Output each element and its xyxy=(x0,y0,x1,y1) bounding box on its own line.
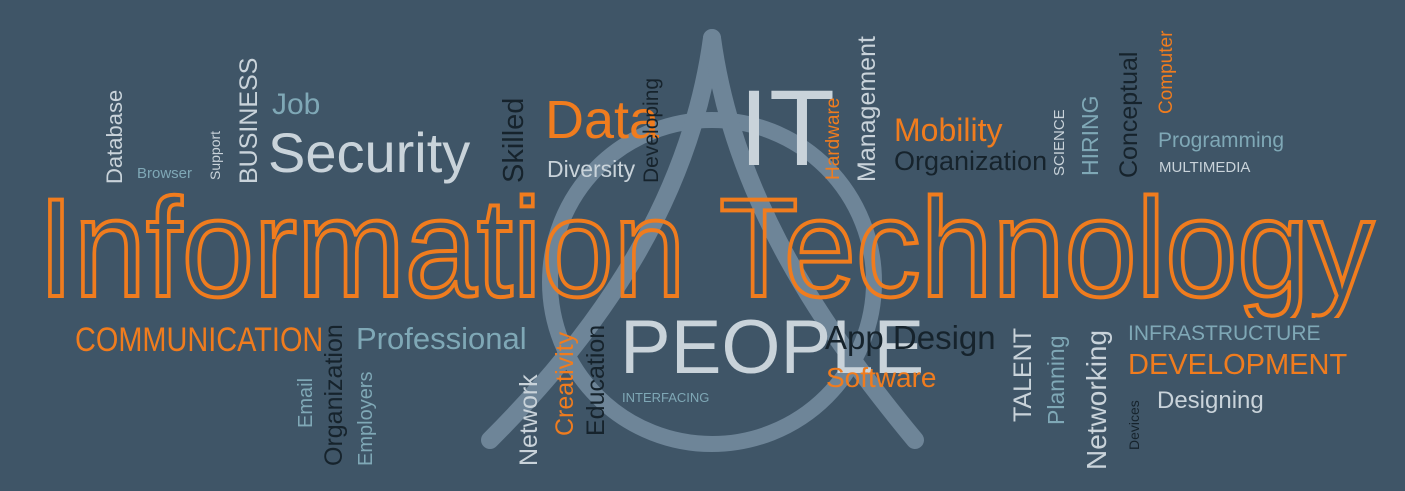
banner-title: Information Technology xyxy=(38,178,1376,318)
word-hardware: Hardware xyxy=(823,97,844,180)
word-management: Management xyxy=(853,36,881,182)
word-software: Software xyxy=(826,362,937,393)
word-security: Security xyxy=(268,121,471,184)
word-conceptual: Conceptual xyxy=(1115,51,1143,178)
word-programming: Programming xyxy=(1158,129,1285,152)
word-job: Job xyxy=(272,88,321,121)
word-talent: TALENT xyxy=(1009,328,1037,422)
word-data: Data xyxy=(545,90,660,150)
word-infrastructure: INFRASTRUCTURE xyxy=(1128,322,1321,345)
word-skilled: Skilled xyxy=(498,97,530,183)
word-support: Support xyxy=(207,130,223,180)
word-people: PEOPLE xyxy=(620,305,925,390)
word-creativity: Creativity xyxy=(551,331,579,436)
word-computer: Computer xyxy=(1156,30,1177,114)
word-networking: Networking xyxy=(1081,329,1112,470)
word-science: SCIENCE xyxy=(1051,109,1068,176)
word-email: Email xyxy=(295,377,317,428)
word-communication: COMMUNICATION xyxy=(75,321,324,359)
word-interfacing: INTERFACING xyxy=(622,390,710,405)
word-designing: Designing xyxy=(1157,387,1264,414)
word-professional: Professional xyxy=(356,321,527,356)
word-education: Education xyxy=(582,324,610,436)
word-organization-bottom: Organization xyxy=(320,324,348,466)
word-it: IT xyxy=(739,67,835,188)
word-business: BUSINESS xyxy=(235,57,263,184)
word-network: Network xyxy=(515,374,543,466)
word-database: Database xyxy=(102,89,127,184)
word-developing: Developing xyxy=(640,77,663,183)
word-organization-top: Organization xyxy=(894,146,1048,176)
word-browser: Browser xyxy=(137,165,193,182)
word-development: DEVELOPMENT xyxy=(1128,349,1348,381)
word-hiring: HIRING xyxy=(1077,95,1103,177)
word-devices: Devices xyxy=(1126,400,1142,450)
word-app-design: App Design xyxy=(825,319,996,356)
word-planning: Planning xyxy=(1043,335,1069,425)
word-employers: Employers xyxy=(355,371,377,466)
svg-text:Information Technology: Information Technology xyxy=(38,178,1374,318)
word-mobility: Mobility xyxy=(894,112,1003,148)
word-multimedia: MULTIMEDIA xyxy=(1159,159,1251,176)
word-diversity: Diversity xyxy=(547,156,636,182)
